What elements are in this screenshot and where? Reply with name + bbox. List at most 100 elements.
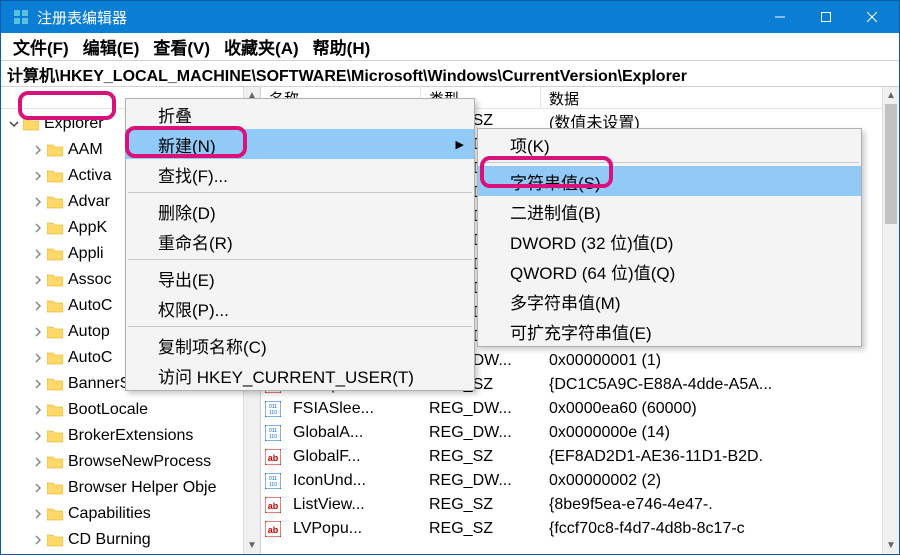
folder-icon (47, 429, 63, 443)
tree-item[interactable]: BrowseNewProcess (1, 449, 260, 475)
tree-item[interactable]: BootLocale (1, 397, 260, 423)
folder-icon (47, 169, 63, 183)
tree-item[interactable]: CD Burning (1, 527, 260, 553)
value-data: 0x0000ea60 (60000) (541, 400, 899, 418)
menu-separator (128, 326, 472, 327)
tree-label: AAM (68, 141, 103, 159)
folder-icon (47, 533, 63, 547)
context-menu-item[interactable]: 查找(F)... (126, 159, 474, 189)
tree-label: AutoC (68, 349, 112, 367)
value-row[interactable]: 011110FSIASlee...REG_DW...0x0000ea60 (60… (261, 397, 899, 421)
expand-icon[interactable] (31, 325, 45, 339)
col-header-data[interactable]: 数据 (541, 87, 899, 108)
submenu-item[interactable]: 项(K) (478, 129, 861, 159)
context-menu[interactable]: 折叠新建(N)▶ 查找(F)... 删除(D) 重命名(R) 导出(E)权限(P)...… (125, 98, 475, 391)
value-type-icon: ab (261, 497, 285, 513)
context-menu-item[interactable]: 访问 HKEY_CURRENT_USER(T) (126, 360, 474, 390)
tree-item[interactable]: BrokerExtensions (1, 423, 260, 449)
folder-icon (47, 351, 63, 365)
value-row[interactable]: 011110IconUnd...REG_DW...0x00000002 (2) (261, 469, 899, 493)
expand-icon[interactable] (31, 247, 45, 261)
expand-icon[interactable] (31, 507, 45, 521)
expand-icon[interactable] (31, 351, 45, 365)
minimize-button[interactable] (757, 1, 803, 33)
submenu-item[interactable]: 多字符串值(M) (478, 286, 861, 316)
folder-icon (47, 507, 63, 521)
menu-label: 字符串值(S) (510, 169, 601, 194)
expand-icon[interactable] (31, 429, 45, 443)
value-name: FSIASlee... (285, 400, 421, 418)
menu-label: 可扩充字符串值(E) (510, 319, 652, 344)
menu-file[interactable]: 文件(F) (7, 32, 75, 61)
menu-label: 多字符串值(M) (510, 289, 620, 314)
menu-label: 查找(F)... (158, 162, 228, 187)
folder-icon (47, 273, 63, 287)
submenu-item[interactable]: DWORD (32 位)值(D) (478, 226, 861, 256)
value-row[interactable]: 011110GlobalA...REG_DW...0x0000000e (14) (261, 421, 899, 445)
expand-icon[interactable] (31, 273, 45, 287)
value-data: 0x0000000e (14) (541, 424, 899, 442)
expand-icon[interactable] (31, 403, 45, 417)
value-type: REG_SZ (421, 448, 541, 466)
submenu-arrow-icon: ▶ (456, 138, 464, 151)
close-button[interactable] (849, 1, 895, 33)
folder-icon (47, 377, 63, 391)
svg-text:110: 110 (269, 410, 277, 416)
context-menu-item[interactable]: 重命名(R) (126, 226, 474, 256)
folder-icon (47, 221, 63, 235)
submenu-item[interactable]: 字符串值(S) (478, 166, 861, 196)
submenu-item[interactable]: 二进制值(B) (478, 196, 861, 226)
expand-icon[interactable] (31, 481, 45, 495)
menu-view[interactable]: 查看(V) (147, 32, 216, 61)
new-submenu[interactable]: 项(K) 字符串值(S)二进制值(B)DWORD (32 位)值(D) QWORD … (477, 128, 862, 347)
value-type: REG_SZ (421, 520, 541, 538)
context-menu-item[interactable]: 权限(P)... (126, 293, 474, 323)
menu-label: 项(K) (510, 132, 550, 157)
menu-label: 重命名(R) (158, 229, 233, 254)
expand-icon[interactable] (31, 221, 45, 235)
address-bar[interactable]: 计算机\HKEY_LOCAL_MACHINE\SOFTWARE\Microsof… (1, 61, 899, 87)
context-menu-item[interactable]: 复制项名称(C) (126, 330, 474, 360)
value-row[interactable]: abGlobalF...REG_SZ{EF8AD2D1-AE36-11D1-B2… (261, 445, 899, 469)
scroll-thumb[interactable] (885, 104, 897, 224)
folder-icon (47, 481, 63, 495)
tree-label: Advar (68, 193, 110, 211)
menu-favorites[interactable]: 收藏夹(A) (218, 32, 305, 61)
menu-edit[interactable]: 编辑(E) (77, 32, 146, 61)
tree-item[interactable]: Capabilities (1, 501, 260, 527)
menu-help[interactable]: 帮助(H) (307, 32, 377, 61)
list-scrollbar[interactable]: ▲ ▼ (882, 87, 899, 554)
expand-icon[interactable] (31, 195, 45, 209)
expand-icon[interactable] (31, 169, 45, 183)
menu-label: QWORD (64 位)值(Q) (510, 259, 675, 284)
folder-icon (47, 299, 63, 313)
expand-icon[interactable] (31, 533, 45, 547)
value-data: {8be9f5ea-e746-4e47-. (541, 496, 899, 514)
menu-label: 访问 HKEY_CURRENT_USER(T) (158, 363, 414, 388)
expand-icon[interactable] (7, 117, 21, 131)
tree-label: BrokerExtensions (68, 427, 193, 445)
svg-text:ab: ab (268, 525, 279, 535)
scroll-down-icon[interactable]: ▼ (883, 537, 899, 554)
context-menu-item[interactable]: 删除(D) (126, 196, 474, 226)
value-row[interactable]: abListView...REG_SZ{8be9f5ea-e746-4e47-. (261, 493, 899, 517)
maximize-button[interactable] (803, 1, 849, 33)
tree-label: CD Burning (68, 531, 151, 549)
submenu-item[interactable]: QWORD (64 位)值(Q) (478, 256, 861, 286)
app-icon (13, 9, 29, 25)
context-menu-item[interactable]: 折叠 (126, 99, 474, 129)
menubar: 文件(F) 编辑(E) 查看(V) 收藏夹(A) 帮助(H) (1, 33, 899, 61)
tree-item[interactable]: Browser Helper Obje (1, 475, 260, 501)
tree-item[interactable]: CommandStore (1, 553, 260, 554)
expand-icon[interactable] (31, 455, 45, 469)
context-menu-item[interactable]: 导出(E) (126, 263, 474, 293)
submenu-item[interactable]: 可扩充字符串值(E) (478, 316, 861, 346)
expand-icon[interactable] (31, 377, 45, 391)
scroll-down-icon[interactable]: ▼ (244, 537, 260, 554)
expand-icon[interactable] (31, 299, 45, 313)
value-row[interactable]: abLVPopu...REG_SZ{fccf70c8-f4d7-4d8b-8c1… (261, 517, 899, 541)
value-data: {DC1C5A9C-E88A-4dde-A5A... (541, 376, 899, 394)
context-menu-item[interactable]: 新建(N)▶ (126, 129, 474, 159)
scroll-up-icon[interactable]: ▲ (883, 87, 899, 104)
expand-icon[interactable] (31, 143, 45, 157)
